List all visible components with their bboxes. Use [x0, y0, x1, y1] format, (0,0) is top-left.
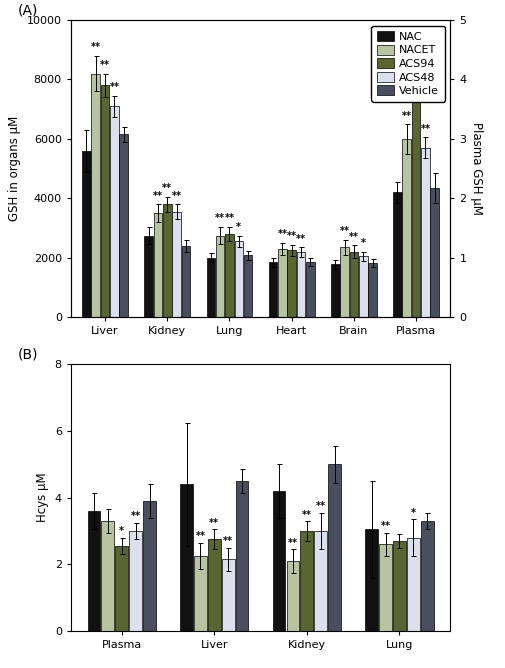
- Bar: [420, 521, 433, 631]
- Bar: [411, 79, 420, 317]
- Text: **: **: [215, 213, 225, 223]
- Text: **: **: [401, 110, 411, 120]
- Text: **: **: [339, 226, 349, 236]
- Text: **: **: [130, 512, 140, 521]
- Text: *: *: [119, 526, 124, 536]
- Y-axis label: Plasma GSH μM: Plasma GSH μM: [469, 122, 482, 215]
- Text: **: **: [286, 232, 296, 242]
- Bar: [216, 236, 224, 317]
- Text: **: **: [90, 42, 100, 52]
- Bar: [100, 86, 109, 317]
- Bar: [91, 73, 100, 317]
- Text: **: **: [295, 234, 306, 244]
- Bar: [286, 561, 299, 631]
- Bar: [115, 546, 128, 631]
- Bar: [401, 139, 410, 317]
- Text: **: **: [224, 213, 234, 223]
- Bar: [243, 255, 252, 317]
- Text: *: *: [236, 222, 241, 232]
- Text: **: **: [277, 229, 287, 239]
- Text: **: **: [109, 82, 119, 92]
- Bar: [268, 263, 277, 317]
- Bar: [87, 511, 100, 631]
- Bar: [172, 212, 181, 317]
- Bar: [234, 242, 242, 317]
- Bar: [306, 263, 314, 317]
- Bar: [287, 250, 295, 317]
- Text: **: **: [348, 232, 358, 242]
- Bar: [349, 252, 358, 317]
- Y-axis label: Hcys μM: Hcys μM: [36, 473, 49, 522]
- Bar: [314, 531, 327, 631]
- Bar: [328, 464, 340, 631]
- Bar: [110, 106, 119, 317]
- Text: **: **: [410, 54, 420, 64]
- Bar: [163, 204, 171, 317]
- Bar: [406, 538, 419, 631]
- Bar: [368, 263, 376, 317]
- Bar: [181, 246, 190, 317]
- Bar: [143, 501, 156, 631]
- Bar: [340, 247, 348, 317]
- Text: **: **: [153, 191, 163, 201]
- Bar: [206, 258, 215, 317]
- Bar: [272, 491, 285, 631]
- Text: (B): (B): [18, 347, 38, 361]
- Bar: [392, 192, 401, 317]
- Text: **: **: [162, 183, 172, 193]
- Bar: [420, 148, 429, 317]
- Text: **: **: [209, 518, 219, 528]
- Bar: [365, 529, 377, 631]
- Text: **: **: [223, 536, 233, 546]
- Bar: [193, 556, 207, 631]
- Text: *: *: [360, 238, 365, 248]
- Bar: [330, 265, 339, 317]
- Bar: [154, 213, 162, 317]
- Text: **: **: [287, 538, 297, 548]
- Bar: [278, 249, 286, 317]
- Text: **: **: [380, 522, 390, 532]
- Text: (A): (A): [18, 3, 38, 17]
- Bar: [358, 257, 367, 317]
- Bar: [180, 484, 192, 631]
- Text: **: **: [195, 532, 205, 541]
- Bar: [225, 234, 233, 317]
- Bar: [378, 544, 391, 631]
- Text: **: **: [100, 60, 110, 70]
- Bar: [430, 188, 438, 317]
- Bar: [208, 540, 220, 631]
- Bar: [102, 521, 114, 631]
- Text: *: *: [410, 508, 415, 518]
- Bar: [129, 531, 142, 631]
- Bar: [235, 481, 248, 631]
- Bar: [221, 560, 234, 631]
- Bar: [392, 541, 405, 631]
- Bar: [119, 134, 128, 317]
- Bar: [82, 151, 90, 317]
- Bar: [300, 531, 313, 631]
- Text: **: **: [420, 124, 430, 134]
- Bar: [296, 252, 305, 317]
- Text: **: **: [315, 502, 325, 512]
- Text: **: **: [171, 191, 181, 201]
- Y-axis label: GSH in organs μM: GSH in organs μM: [8, 116, 21, 221]
- Text: **: **: [301, 510, 311, 520]
- Legend: NAC, NACET, ACS94, ACS48, Vehicle: NAC, NACET, ACS94, ACS48, Vehicle: [371, 25, 444, 102]
- Bar: [144, 236, 153, 317]
